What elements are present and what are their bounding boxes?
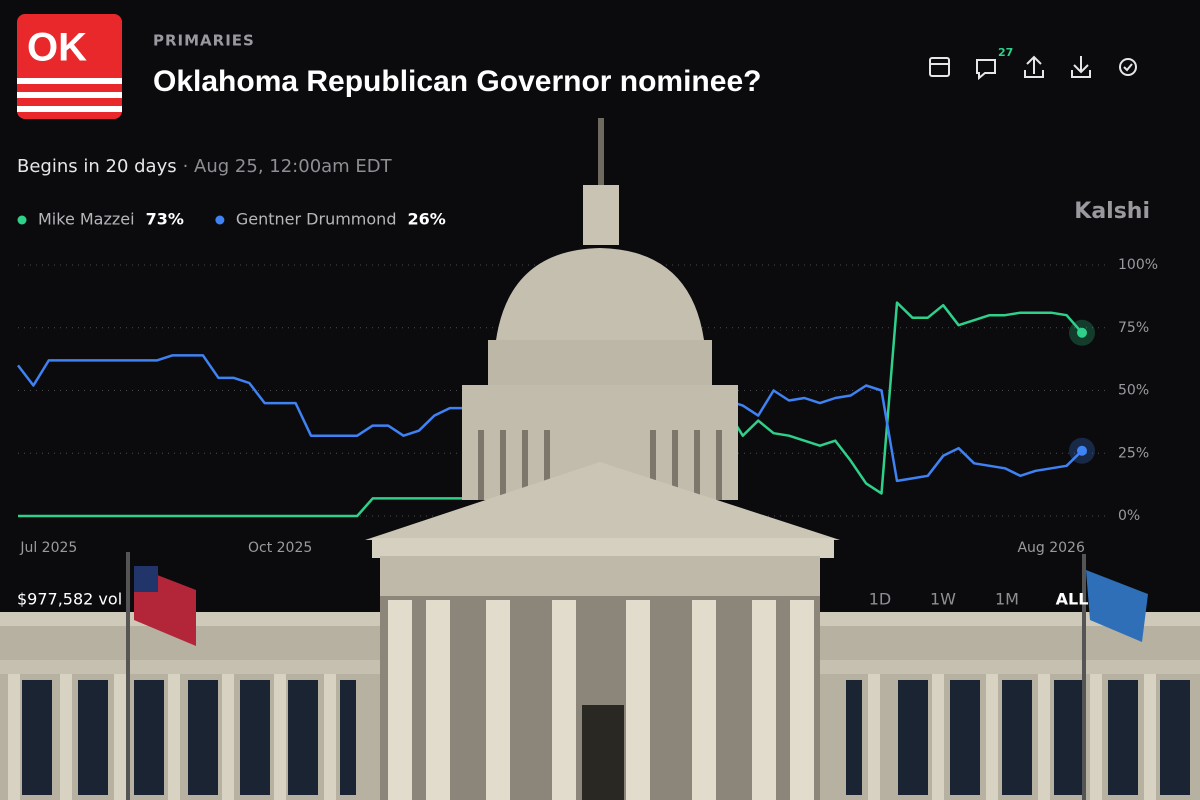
- legend-swatch: [215, 215, 225, 225]
- legend-chance: 26%: [407, 210, 445, 229]
- legend-chance: 73%: [146, 210, 184, 229]
- logo-text: OK: [27, 26, 87, 70]
- x-tick-label: Jul 2025: [19, 540, 77, 556]
- brand: Kalshi: [1074, 199, 1150, 224]
- comment-count: 27: [998, 46, 1013, 59]
- comments-icon[interactable]: [976, 59, 996, 81]
- x-tick-label: Oct 2025: [248, 540, 312, 556]
- range-button[interactable]: 1W: [930, 590, 956, 609]
- range-button[interactable]: 1D: [869, 590, 892, 609]
- y-tick-label: 50%: [1118, 383, 1149, 399]
- legend-swatch: [17, 215, 27, 225]
- check-icon[interactable]: [1119, 58, 1137, 76]
- y-tick-label: 0%: [1118, 508, 1140, 524]
- calendar-icon[interactable]: [929, 57, 950, 77]
- range-button[interactable]: 1M: [995, 590, 1019, 609]
- kicker: PRIMARIES: [153, 32, 255, 50]
- end-dot: [1077, 327, 1087, 338]
- capitol-photo: [0, 118, 1200, 800]
- status-begins: Begins in 20 days · Aug 25, 12:00am EDT: [17, 156, 393, 177]
- title: Oklahoma Republican Governor nominee?: [153, 65, 761, 98]
- begins: Begins in 20 days: [17, 156, 177, 177]
- y-tick-label: 25%: [1118, 445, 1149, 461]
- end-dot: [1077, 445, 1087, 456]
- logo: OK: [17, 14, 122, 119]
- legend-name: Gentner Drummond: [236, 210, 397, 229]
- range-selector: 1D 1W 1M ALL: [869, 590, 1089, 609]
- range-button[interactable]: ALL: [1056, 590, 1089, 609]
- y-tick-label: 100%: [1118, 257, 1158, 273]
- volume: $977,582 vol: [17, 590, 122, 609]
- download-icon[interactable]: [1071, 56, 1091, 78]
- chart: 0% 25% 50% 75% 100% Jul 2025 Oct 2025 Aug 2026: [17, 257, 1158, 556]
- y-tick-label: 75%: [1118, 320, 1149, 336]
- legend-name: Mike Mazzei: [38, 210, 135, 229]
- legend: Mike Mazzei 73% Gentner Drummond 26%: [17, 210, 446, 229]
- share-icon[interactable]: [1024, 55, 1044, 78]
- x-tick-label: Aug 2026: [1017, 540, 1085, 556]
- date: · Aug 25, 12:00am EDT: [183, 156, 393, 177]
